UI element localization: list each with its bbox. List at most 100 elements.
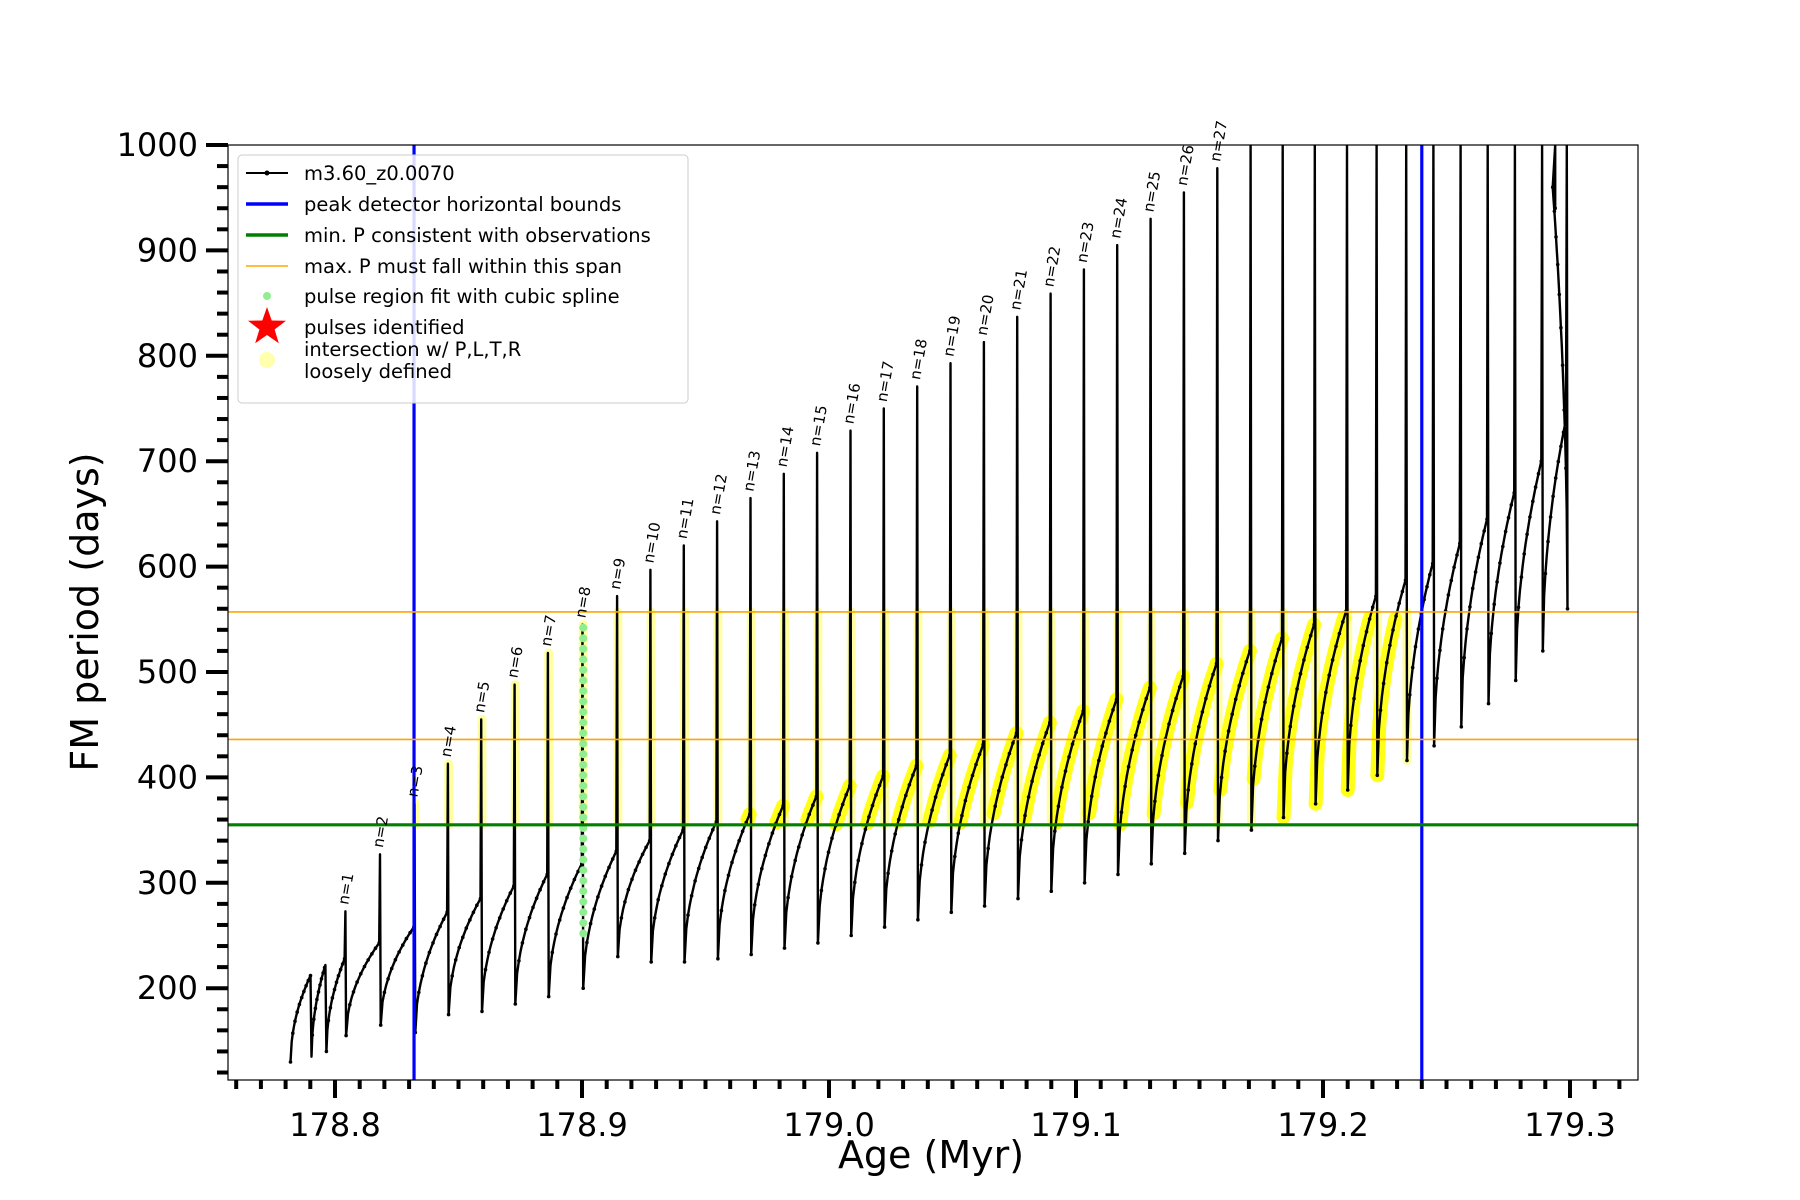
y-tick-label: 900 — [137, 231, 198, 269]
period-track-point — [1416, 627, 1421, 631]
period-track-point — [800, 833, 804, 837]
spline-fit-point — [579, 918, 588, 927]
period-track-point — [554, 932, 558, 936]
period-track-point — [378, 1023, 383, 1027]
period-track-point — [1553, 206, 1557, 210]
period-track-point — [1468, 605, 1472, 609]
period-track-point — [777, 812, 782, 817]
period-track-point — [370, 952, 374, 956]
period-track-point — [1539, 459, 1544, 464]
period-track-point — [377, 941, 382, 945]
period-track-point — [933, 795, 938, 799]
period-track-point — [656, 897, 660, 902]
period-track-point — [504, 899, 509, 903]
period-track-point — [330, 996, 335, 1000]
period-track-point — [626, 887, 631, 892]
period-track-point — [1023, 813, 1027, 818]
period-track-point — [541, 880, 546, 884]
period-track-point — [1470, 586, 1475, 591]
period-track-point — [348, 1002, 352, 1007]
period-track-point — [1458, 541, 1462, 546]
spline-fit-point — [579, 644, 588, 653]
period-track-point — [714, 819, 719, 824]
period-track-point — [1561, 430, 1566, 435]
y-tick-label: 400 — [137, 758, 198, 796]
period-track-point — [789, 874, 794, 879]
legend-label: min. P consistent with observations — [304, 224, 651, 247]
period-track-point — [860, 841, 864, 846]
x-tick-label: 179.0 — [783, 1106, 875, 1144]
period-track-point — [1552, 209, 1557, 214]
period-track-point — [867, 815, 871, 819]
period-track-point — [450, 974, 455, 978]
period-track-point — [1211, 672, 1215, 677]
period-track-point — [475, 903, 479, 907]
period-track-point — [619, 916, 624, 920]
period-track-point — [322, 965, 327, 970]
period-track-point — [1374, 594, 1378, 598]
spline-fit-point — [579, 845, 588, 854]
period-track-point — [610, 857, 615, 861]
period-track-point — [940, 772, 945, 777]
period-track-point — [1446, 593, 1451, 597]
period-track-point — [730, 860, 734, 865]
period-track-point — [355, 980, 359, 984]
period-track-point — [441, 917, 446, 921]
y-axis-label: FM period (days) — [63, 452, 107, 771]
period-track-point — [1438, 648, 1442, 653]
period-track-point — [1408, 693, 1412, 697]
pulse-label: n=5 — [470, 680, 493, 714]
spline-fit-point — [579, 623, 588, 632]
period-track-point — [478, 896, 483, 901]
spline-fit-point — [579, 708, 588, 717]
period-track-point — [1562, 408, 1566, 412]
spline-fit-point — [579, 665, 588, 674]
period-track-point — [1370, 605, 1375, 609]
spline-fit-point — [579, 687, 588, 695]
spline-fit-point — [579, 813, 588, 822]
period-track-point — [1060, 785, 1064, 789]
period-track-point — [911, 773, 915, 777]
legend-label-line: min. P consistent with observations — [304, 224, 651, 247]
period-track-point — [1273, 659, 1277, 663]
period-track-point — [1361, 643, 1366, 648]
period-track-point — [1167, 722, 1171, 726]
period-track-point — [1263, 700, 1267, 704]
period-track-point — [1341, 620, 1345, 624]
legend-handle-star — [248, 307, 286, 344]
period-track-point — [1367, 617, 1372, 621]
period-track-point — [1016, 896, 1020, 901]
period-track-point — [1397, 601, 1401, 606]
x-tick-label: 178.8 — [289, 1106, 381, 1144]
period-track-point — [351, 990, 356, 994]
period-track-point — [1440, 627, 1445, 631]
period-track-point — [1193, 742, 1198, 746]
period-track-point — [882, 925, 887, 929]
period-track-point — [572, 877, 577, 882]
period-track-point — [362, 964, 367, 969]
period-track-point — [916, 917, 920, 922]
period-track-point — [726, 873, 731, 878]
period-track-point — [1381, 681, 1386, 686]
period-track-point — [457, 945, 462, 950]
period-track-point — [660, 884, 664, 888]
period-track-point — [1400, 589, 1405, 594]
period-track-point — [312, 1017, 316, 1022]
legend-handle-dot — [263, 292, 271, 300]
period-track-point — [1305, 645, 1310, 650]
period-track-point — [1126, 764, 1131, 769]
period-track-point — [863, 827, 868, 832]
period-track-point — [326, 1018, 331, 1023]
period-track-point — [417, 990, 421, 995]
period-track-point — [1485, 517, 1489, 521]
period-track-point — [849, 933, 853, 938]
period-track-point — [1048, 720, 1052, 725]
period-track-point — [592, 907, 597, 911]
period-track-point — [550, 950, 555, 955]
period-track-point — [1430, 561, 1435, 566]
period-track-point — [324, 1049, 329, 1054]
period-track-point — [1014, 731, 1019, 735]
spline-fit-point — [579, 876, 588, 885]
period-track-point — [1230, 712, 1234, 716]
period-track-point — [877, 783, 882, 788]
